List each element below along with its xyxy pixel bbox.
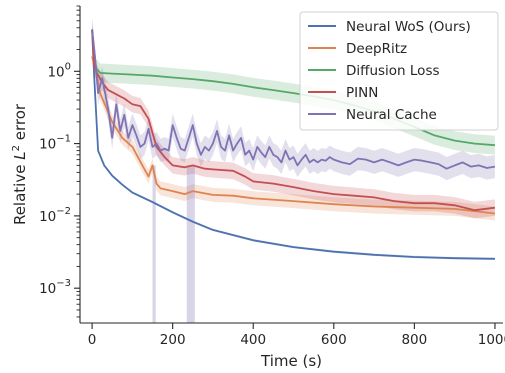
x-tick-label: 800 [401, 332, 427, 348]
legend-label: DeepRitz [346, 41, 407, 57]
band-spike [186, 165, 195, 323]
y-ticks: 10−3 10−2 10−1 100 [39, 5, 80, 318]
series-band [92, 17, 495, 181]
legend-box [299, 11, 499, 131]
x-tick-label: 0 [88, 332, 97, 348]
y-tick-label: 100 [47, 61, 71, 80]
axes [79, 6, 503, 324]
series-band [92, 49, 495, 221]
legend-label: Diffusion Loss [346, 63, 440, 79]
y-axis-label-main: Relative [11, 160, 29, 225]
series-band [92, 21, 495, 219]
x-tick-label: 1000 [478, 332, 505, 348]
y-axis-label: Relative L2 error [11, 103, 29, 225]
y-axis-label-symbol: L [11, 151, 29, 159]
series-line [91, 56, 496, 215]
band-spike [152, 165, 156, 323]
x-tick-label: 600 [321, 332, 347, 348]
series-line [91, 29, 496, 170]
y-axis-label-superscript: 2 [11, 145, 22, 151]
legend-label: Neural Cache [346, 107, 437, 123]
series-line [91, 29, 496, 212]
legend-label: Neural WoS (Ours) [346, 19, 471, 35]
x-tick-label: 400 [240, 332, 266, 348]
y-axis-label-tail: error [11, 103, 29, 145]
y-tick-label: 10−3 [39, 278, 71, 297]
y-tick-label: 10−1 [39, 134, 71, 153]
x-axis-label: Time (s) [260, 352, 322, 370]
y-tick-label: 10−2 [39, 206, 71, 225]
legend-label: PINN [346, 85, 378, 101]
series-line [91, 29, 495, 260]
legend: Neural WoS (Ours) DeepRitz Diffusion Loss P… [299, 11, 499, 131]
x-ticks: 0 200 400 600 800 1000 [88, 323, 505, 348]
x-tick-label: 200 [160, 332, 186, 348]
